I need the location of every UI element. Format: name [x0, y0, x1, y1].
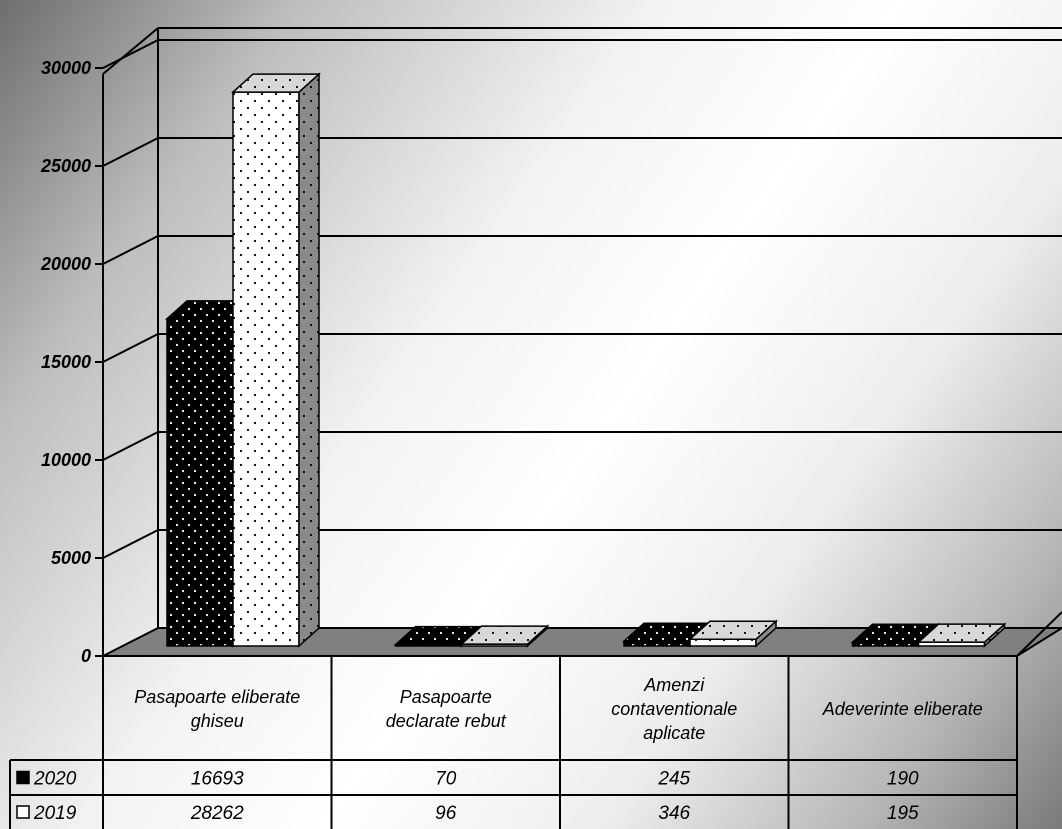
category-label: Pasapoarte — [400, 687, 492, 707]
bar-2019-top — [916, 623, 1007, 643]
y-tick-label: 20000 — [40, 254, 91, 274]
category-label: Adeverinte eliberate — [822, 699, 983, 719]
bar-2019-front — [232, 91, 300, 647]
gridline-side — [102, 431, 159, 461]
left-wall-top-edge — [102, 27, 159, 75]
category-label: Pasapoarte eliberate — [134, 687, 300, 707]
data-label-2019: 96 — [435, 803, 457, 824]
category-label: declarate rebut — [386, 711, 507, 731]
gridline-side — [102, 137, 159, 167]
data-label-2020: 16693 — [191, 769, 244, 790]
floor-right-edge — [1016, 611, 1062, 657]
category-label: ghiseu — [191, 711, 244, 731]
data-table: Pasapoarte eliberate ghiseu Pasapoarte decl… — [9, 655, 1018, 829]
category-label: Amenzi — [643, 675, 705, 695]
y-tick-label: 25000 — [40, 156, 91, 176]
data-label-2020: 245 — [657, 769, 690, 790]
bar-2019-top — [459, 625, 550, 645]
bar-2019-front — [689, 638, 757, 647]
data-label-2019: 195 — [887, 803, 919, 824]
bar-2019-top — [688, 620, 778, 640]
gridline-side — [102, 333, 159, 363]
legend-label-2020: 2020 — [33, 769, 77, 790]
gridline-side — [102, 39, 159, 69]
bar-2020-front — [166, 318, 234, 647]
bars — [165, 72, 1007, 648]
y-tick-label: 10000 — [41, 450, 91, 470]
data-label-2020: 70 — [435, 769, 457, 790]
category-label: contaventionale — [611, 699, 737, 719]
bar-2019-side — [298, 72, 320, 648]
bar-2019-top — [231, 73, 321, 93]
gridline-side — [102, 235, 159, 265]
y-tick-label: 30000 — [41, 58, 91, 78]
y-tick-label: 5000 — [51, 548, 91, 568]
y-axis: 0 5000 10000 15000 20000 25000 30000 — [40, 58, 103, 666]
data-label-2019: 346 — [658, 803, 690, 824]
legend-key-2020 — [16, 770, 30, 785]
legend-key-2019 — [16, 805, 30, 819]
y-tick-label: 0 — [81, 646, 91, 666]
data-label-2020: 190 — [887, 769, 919, 790]
gridline-side — [102, 529, 159, 559]
category-label: aplicate — [643, 723, 705, 743]
legend-label-2019: 2019 — [33, 803, 77, 824]
y-tick-label: 15000 — [41, 352, 91, 372]
data-label-2019: 28262 — [190, 803, 244, 824]
